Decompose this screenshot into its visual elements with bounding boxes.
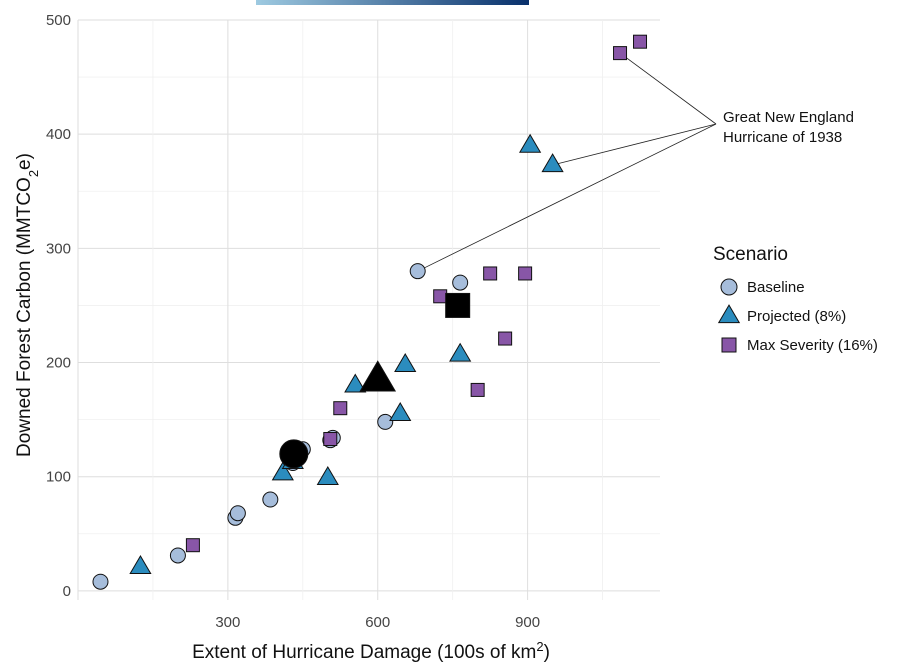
legend-key-square bbox=[721, 337, 737, 353]
square-data-point bbox=[613, 46, 628, 61]
circle-data-point bbox=[92, 573, 109, 590]
y-tick-label: 300 bbox=[46, 240, 71, 257]
annotation-text: Great New England Hurricane of 1938 bbox=[723, 109, 854, 146]
grid-lines bbox=[77, 19, 660, 600]
annotation-line-2: Hurricane of 1938 bbox=[723, 129, 842, 146]
triangle-data-point bbox=[394, 352, 417, 372]
square-mean-marker bbox=[445, 292, 471, 318]
y-tick-label: 500 bbox=[46, 12, 71, 29]
square-data-point bbox=[518, 266, 533, 281]
square-data-point bbox=[470, 382, 485, 397]
triangle-data-point bbox=[129, 555, 152, 575]
x-tick-labels: 300 600 900 bbox=[215, 614, 540, 631]
circle-data-point bbox=[169, 547, 186, 564]
legend-title: Scenario bbox=[713, 244, 788, 265]
y-tick-labels: 0 100 200 300 400 500 bbox=[46, 12, 71, 600]
y-tick-label: 200 bbox=[46, 355, 71, 372]
triangle-data-point bbox=[518, 133, 542, 153]
legend-key-circle bbox=[720, 278, 738, 296]
legend-label: Max Severity (16%) bbox=[747, 337, 878, 354]
legend: Scenario Baseline Projected (8%) Max Sever… bbox=[713, 244, 878, 354]
triangle-data-point bbox=[316, 465, 339, 485]
legend-label: Baseline bbox=[747, 279, 805, 296]
triangle-data-point bbox=[449, 342, 472, 362]
callout-line bbox=[552, 123, 717, 166]
triangle-data-point bbox=[389, 402, 412, 422]
circle-data-point bbox=[229, 505, 246, 522]
square-data-point bbox=[633, 34, 648, 49]
triangle-data-point bbox=[344, 373, 367, 393]
legend-key-triangle bbox=[717, 304, 741, 324]
scenario-mean-markers bbox=[279, 292, 471, 469]
square-data-point bbox=[433, 289, 448, 304]
square-data-point bbox=[483, 266, 498, 281]
annotation-callout bbox=[417, 52, 717, 272]
y-tick-label: 100 bbox=[46, 469, 71, 486]
triangle-data-point bbox=[541, 153, 564, 173]
circle-data-point bbox=[409, 263, 426, 280]
circle-data-point bbox=[262, 491, 279, 508]
square-data-point bbox=[185, 538, 200, 553]
y-tick-label: 400 bbox=[46, 126, 71, 143]
legend-label: Projected (8%) bbox=[747, 308, 846, 325]
square-data-point bbox=[498, 331, 513, 346]
x-tick-label: 600 bbox=[365, 614, 390, 631]
color-gradient-strip bbox=[256, 0, 529, 5]
circle-data-point bbox=[452, 274, 469, 291]
x-tick-label: 900 bbox=[515, 614, 540, 631]
circle-mean-marker bbox=[279, 439, 309, 469]
x-axis-title: Extent of Hurricane Damage (100s of km2) bbox=[192, 639, 550, 663]
y-tick-label: 0 bbox=[63, 583, 71, 600]
circle-data-point bbox=[377, 413, 394, 430]
triangle-mean-marker bbox=[359, 360, 397, 392]
annotation-line-1: Great New England bbox=[723, 109, 854, 126]
x-tick-label: 300 bbox=[215, 614, 240, 631]
square-data-point bbox=[333, 401, 348, 416]
data-points bbox=[92, 34, 648, 590]
callout-line bbox=[417, 123, 717, 272]
callout-line bbox=[619, 52, 717, 125]
y-axis-title: Downed Forest Carbon (MMTCO2e) bbox=[14, 153, 41, 457]
triangle-data-point bbox=[271, 461, 294, 481]
square-data-point bbox=[323, 432, 338, 447]
